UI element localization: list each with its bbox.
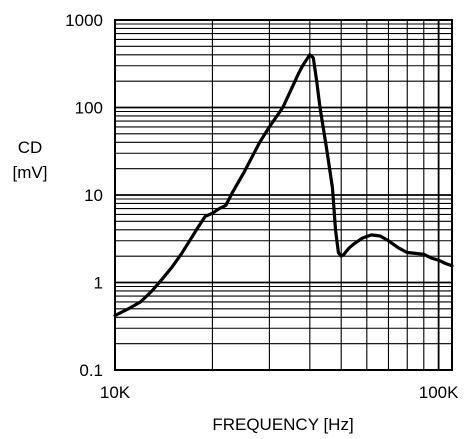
plot-frame	[114, 19, 453, 371]
x-tick-label: 100K	[419, 383, 459, 402]
y-tick-label: 1000	[65, 11, 103, 30]
x-tick-labels: 10K 100K	[100, 383, 459, 402]
y-tick-label: 0.1	[79, 361, 103, 380]
series-line	[113, 53, 454, 318]
y-tick-label: 10	[84, 186, 103, 205]
y-axis-label-line2: [mV]	[13, 163, 48, 182]
y-tick-label: 1	[94, 274, 103, 293]
y-axis-label-line1: CD	[18, 138, 43, 157]
x-tick-label: 10K	[100, 383, 131, 402]
y-tick-labels: 1000 100 10 1 0.1	[65, 11, 103, 380]
grid	[115, 20, 452, 370]
y-tick-label: 100	[75, 99, 103, 118]
x-axis-label: FREQUENCY [Hz]	[212, 415, 353, 434]
